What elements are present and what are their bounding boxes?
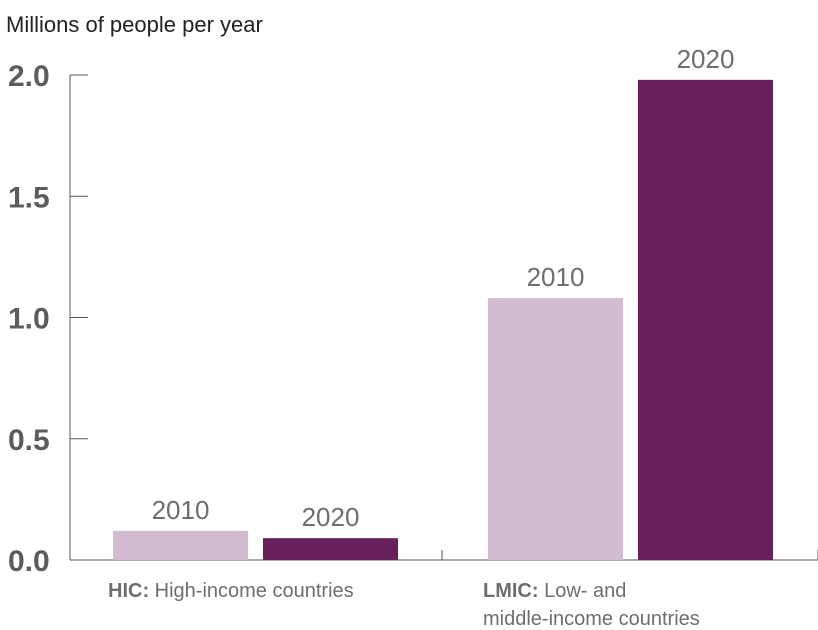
y-axis-title: Millions of people per year bbox=[6, 12, 263, 37]
y-tick-label: 2.0 bbox=[8, 60, 50, 93]
bar-label: 2010 bbox=[527, 262, 585, 292]
category-label: HIC: High-income countries bbox=[108, 580, 354, 602]
bars bbox=[113, 79, 773, 560]
bar-labels: 2010 2010 2020 2020 bbox=[152, 44, 735, 532]
category-labels: HIC: High-income countries LMIC: Low- and… bbox=[108, 580, 700, 630]
bar bbox=[113, 530, 248, 560]
y-tick-label: 1.5 bbox=[8, 181, 50, 214]
category-label-text: High-income countries bbox=[149, 580, 354, 602]
y-tick-label: 0.5 bbox=[8, 424, 50, 457]
category-label: LMIC: Low- and bbox=[483, 580, 626, 602]
bar bbox=[488, 298, 623, 560]
category-label-text: Low- and bbox=[539, 580, 627, 602]
bar-label: 2010 bbox=[152, 495, 210, 525]
y-tick-label: 0.0 bbox=[8, 545, 50, 578]
bar-label: 2020 bbox=[677, 44, 735, 74]
y-axis-ticks: 0.0 0.5 1.0 1.5 2.0 bbox=[8, 60, 88, 578]
category-label-bold: HIC: bbox=[108, 580, 149, 602]
bar bbox=[638, 79, 773, 560]
bar-label: 2020 bbox=[302, 502, 360, 532]
y-tick-label: 1.0 bbox=[8, 303, 50, 336]
bar bbox=[263, 538, 398, 560]
category-label-line2: middle-income countries bbox=[483, 608, 700, 630]
category-label-bold: LMIC: bbox=[483, 580, 539, 602]
